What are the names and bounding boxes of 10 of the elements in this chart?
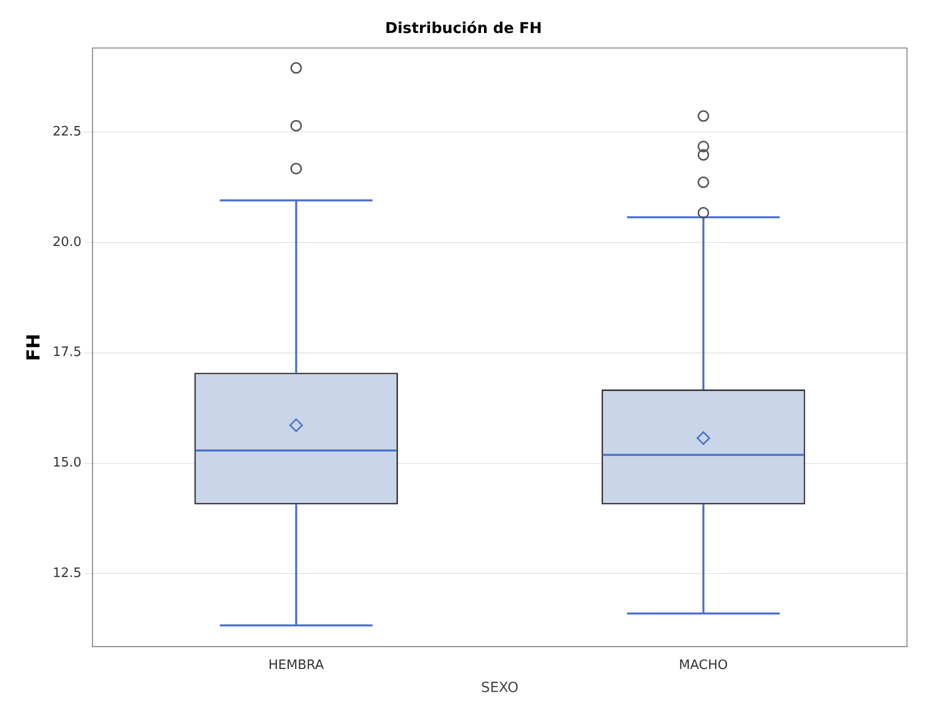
y-axis-title: FH: [23, 334, 44, 361]
y-tick-label: 20.0: [52, 234, 82, 250]
y-tick-label: 17.5: [52, 345, 82, 360]
y-tick-label: 12.5: [52, 566, 82, 582]
y-tick-label: 22.5: [52, 124, 82, 140]
y-tick-label: 15.0: [52, 456, 82, 471]
x-axis-title: SEXO: [481, 680, 518, 696]
x-tick-label: HEMBRA: [268, 658, 324, 673]
x-tick-label: MACHO: [678, 658, 728, 673]
chart-title: Distribución de FH: [385, 18, 542, 37]
